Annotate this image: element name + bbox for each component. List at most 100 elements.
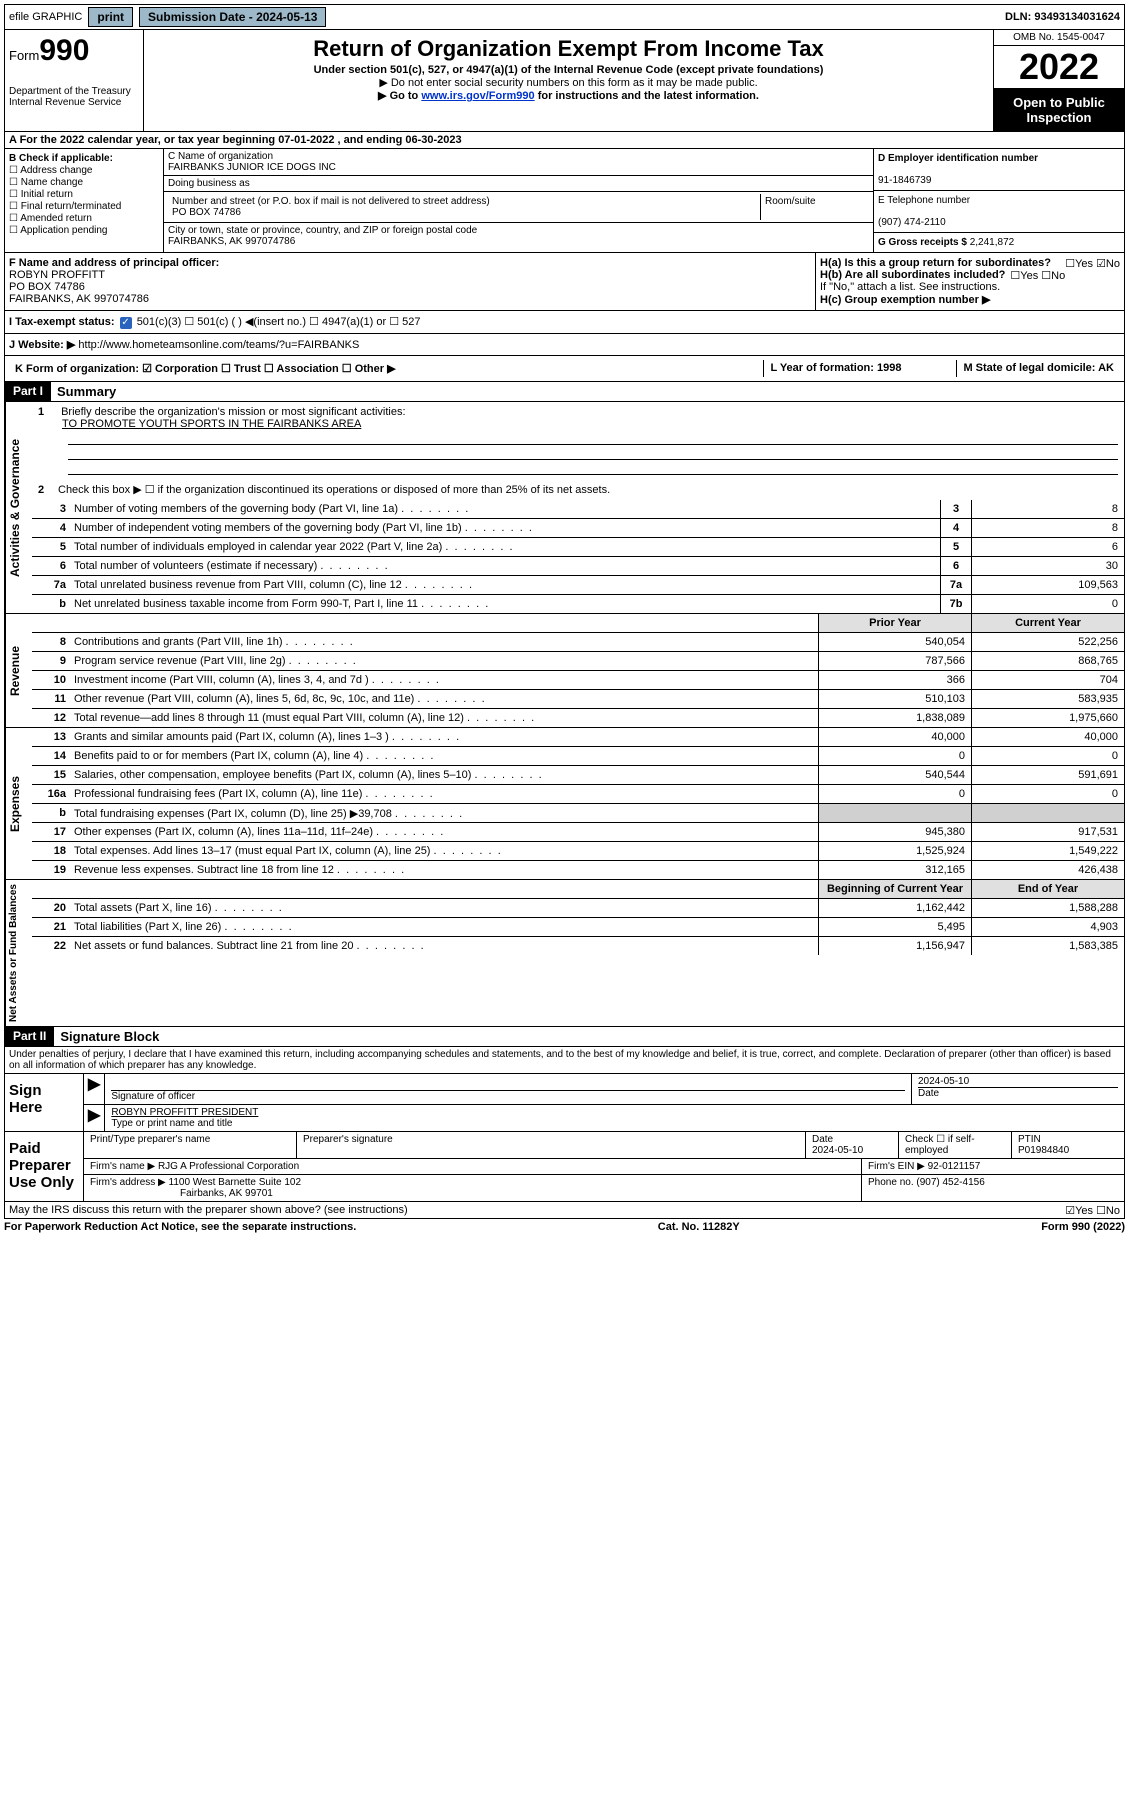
ha-answer: ☐Yes ☑No — [1065, 257, 1120, 270]
irs-link[interactable]: www.irs.gov/Form990 — [421, 90, 534, 102]
section-expenses: Expenses 13 Grants and similar amounts p… — [4, 728, 1125, 880]
chk-address[interactable]: Address change — [9, 165, 159, 176]
table-row: 16a Professional fundraising fees (Part … — [32, 785, 1124, 804]
website-url: http://www.hometeamsonline.com/teams/?u=… — [78, 339, 359, 351]
paid-preparer-label: Paid Preparer Use Only — [5, 1132, 84, 1201]
city-cell: City or town, state or province, country… — [164, 223, 873, 249]
form-number: Form990 — [9, 34, 139, 68]
firm-address: 1100 West Barnette Suite 102 — [169, 1177, 302, 1188]
gross-receipts: 2,241,872 — [970, 237, 1015, 248]
prep-sig-label: Preparer's signature — [297, 1132, 806, 1158]
form-of-org: K Form of organization: ☑ Corporation ☐ … — [9, 360, 763, 377]
table-row: 11 Other revenue (Part VIII, column (A),… — [32, 690, 1124, 709]
table-row: 18 Total expenses. Add lines 13–17 (must… — [32, 842, 1124, 861]
table-row: 14 Benefits paid to or for members (Part… — [32, 747, 1124, 766]
city-state-zip: FAIRBANKS, AK 997074786 — [168, 236, 295, 247]
table-row: 13 Grants and similar amounts paid (Part… — [32, 728, 1124, 747]
col-b-header: B Check if applicable: — [9, 153, 113, 164]
page-footer: For Paperwork Reduction Act Notice, see … — [4, 1219, 1125, 1235]
prep-date: 2024-05-10 — [812, 1145, 863, 1156]
rev-header-row: Prior Year Current Year — [32, 614, 1124, 633]
table-row: 4 Number of independent voting members o… — [32, 519, 1124, 538]
principal-officer: F Name and address of principal officer:… — [5, 253, 816, 310]
street-address: PO BOX 74786 — [172, 207, 241, 218]
submission-date: Submission Date - 2024-05-13 — [139, 7, 326, 27]
officer-name: ROBYN PROFFITT PRESIDENT — [111, 1107, 258, 1118]
section-revenue: Revenue Prior Year Current Year 8 Contri… — [4, 614, 1125, 728]
chk-amended[interactable]: Amended return — [9, 213, 159, 224]
hb-answer: ☐Yes ☐No — [1010, 269, 1065, 282]
ptin: P01984840 — [1018, 1145, 1069, 1156]
org-name: FAIRBANKS JUNIOR ICE DOGS INC — [168, 162, 336, 173]
col-d: D Employer identification number 91-1846… — [873, 149, 1124, 252]
tax-year: 2022 — [994, 46, 1124, 89]
chk-initial[interactable]: Initial return — [9, 189, 159, 200]
cat-number: Cat. No. 11282Y — [658, 1221, 740, 1233]
mission-block: 1 Briefly describe the organization's mi… — [32, 402, 1124, 479]
note-link: ▶ Go to www.irs.gov/Form990 for instruct… — [148, 89, 989, 102]
col-current: Current Year — [971, 614, 1124, 632]
chk-pending[interactable]: Application pending — [9, 225, 159, 236]
state-domicile: M State of legal domicile: AK — [957, 360, 1120, 377]
year-formation: L Year of formation: 1998 — [763, 360, 957, 377]
side-netassets: Net Assets or Fund Balances — [5, 880, 32, 1026]
sign-here-block: Sign Here ▶ Signature of officer 2024-05… — [4, 1074, 1125, 1132]
table-row: 17 Other expenses (Part IX, column (A), … — [32, 823, 1124, 842]
sig-officer-label: Signature of officer — [111, 1091, 195, 1102]
room-suite: Room/suite — [761, 194, 869, 220]
ein-value: 91-1846739 — [878, 175, 931, 186]
top-bar: efile GRAPHIC print Submission Date - 20… — [4, 4, 1125, 30]
table-row: 21 Total liabilities (Part X, line 26) 5… — [32, 918, 1124, 937]
table-row: 22 Net assets or fund balances. Subtract… — [32, 937, 1124, 955]
table-row: b Total fundraising expenses (Part IX, c… — [32, 804, 1124, 823]
table-row: 15 Salaries, other compensation, employe… — [32, 766, 1124, 785]
line-a: A For the 2022 calendar year, or tax yea… — [4, 132, 1125, 149]
dept-treasury: Department of the Treasury — [9, 86, 139, 97]
table-row: 9 Program service revenue (Part VIII, li… — [32, 652, 1124, 671]
may-discuss-answer: ☑Yes ☐No — [1065, 1204, 1120, 1217]
chk-final[interactable]: Final return/terminated — [9, 201, 159, 212]
net-header-row: Beginning of Current Year End of Year — [32, 880, 1124, 899]
col-end: End of Year — [971, 880, 1124, 898]
open-inspection: Open to Public Inspection — [994, 89, 1124, 131]
arrow-icon: ▶ — [84, 1105, 105, 1131]
firm-ein: 92-0121157 — [928, 1161, 981, 1172]
part1-header: Part I Summary — [4, 382, 1125, 402]
table-row: b Net unrelated business taxable income … — [32, 595, 1124, 613]
header-mid: Return of Organization Exempt From Incom… — [144, 30, 993, 131]
form-title: Return of Organization Exempt From Incom… — [148, 36, 989, 62]
may-discuss-row: May the IRS discuss this return with the… — [4, 1202, 1125, 1219]
tel-cell: E Telephone number (907) 474-2110 — [874, 191, 1124, 233]
col-prior: Prior Year — [818, 614, 971, 632]
line2: 2Check this box ▶ ☐ if the organization … — [32, 479, 1124, 500]
col-c: C Name of organization FAIRBANKS JUNIOR … — [164, 149, 873, 252]
checkbox-501c3-icon: ✓ — [120, 317, 132, 329]
line-j: J Website: ▶ http://www.hometeamsonline.… — [4, 334, 1125, 356]
header-left: Form990 Department of the Treasury Inter… — [5, 30, 144, 131]
sig-date: 2024-05-10 — [918, 1076, 969, 1087]
table-row: 20 Total assets (Part X, line 16) 1,162,… — [32, 899, 1124, 918]
block-bcd: B Check if applicable: Address change Na… — [4, 149, 1125, 253]
irs-label: Internal Revenue Service — [9, 97, 139, 108]
col-b: B Check if applicable: Address change Na… — [5, 149, 164, 252]
dln: DLN: 93493134031624 — [1005, 11, 1120, 23]
self-employed: Check ☐ if self-employed — [899, 1132, 1012, 1158]
gross-cell: G Gross receipts $ 2,241,872 — [874, 233, 1124, 252]
side-governance: Activities & Governance — [5, 402, 32, 613]
print-button[interactable]: print — [88, 7, 133, 27]
firm-name: RJG A Professional Corporation — [158, 1161, 299, 1172]
block-fh: F Name and address of principal officer:… — [4, 253, 1125, 311]
section-netassets: Net Assets or Fund Balances Beginning of… — [4, 880, 1125, 1027]
address-cell: Number and street (or P.O. box if mail i… — [164, 192, 873, 223]
ein-cell: D Employer identification number 91-1846… — [874, 149, 1124, 191]
perjury-declaration: Under penalties of perjury, I declare th… — [4, 1047, 1125, 1074]
line-i: I Tax-exempt status: ✓ 501(c)(3) ☐ 501(c… — [4, 311, 1125, 334]
chk-name[interactable]: Name change — [9, 177, 159, 188]
table-row: 12 Total revenue—add lines 8 through 11 … — [32, 709, 1124, 727]
table-row: 6 Total number of volunteers (estimate i… — [32, 557, 1124, 576]
table-row: 10 Investment income (Part VIII, column … — [32, 671, 1124, 690]
firm-phone: (907) 452-4156 — [916, 1177, 984, 1188]
table-row: 8 Contributions and grants (Part VIII, l… — [32, 633, 1124, 652]
part2-header: Part II Signature Block — [4, 1027, 1125, 1047]
group-return: H(a) Is this a group return for subordin… — [816, 253, 1124, 310]
